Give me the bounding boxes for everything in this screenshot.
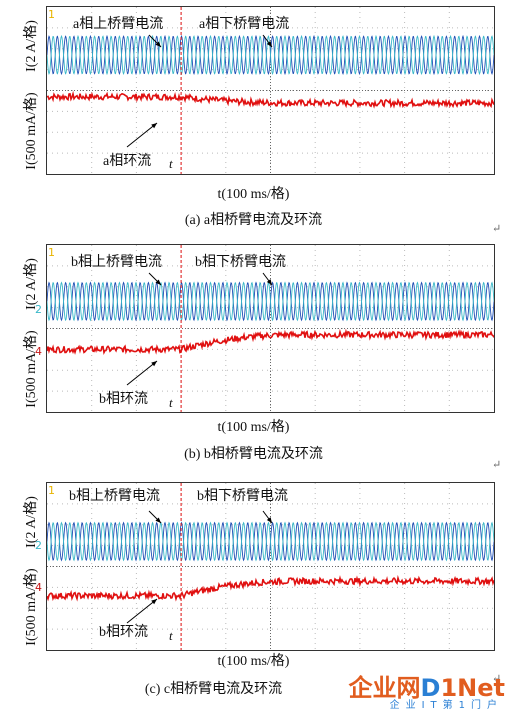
arrow-circulating (126, 122, 158, 148)
oscilloscope-plot (47, 7, 494, 174)
annotation-lower-arm: a相下桥臂电流 (199, 17, 290, 32)
figure-panel-b: I(2 A/格) I(500 mA/格) b相上桥臂电流 b相下桥臂电流 b相环… (0, 238, 507, 476)
lower-arm-current-trace (47, 281, 494, 322)
annotation-circulating: b相环流 (99, 392, 148, 407)
lower-arm-current-trace (47, 521, 494, 562)
arrow-lower-arm-head (266, 279, 272, 285)
arrow-lower-arm-head (266, 517, 272, 523)
arrow-lower-arm-head (266, 41, 272, 47)
y-axis-label: I(2 A/格) I(500 mA/格) (20, 244, 40, 411)
oscilloscope-plot (47, 245, 494, 412)
annotation-circulating: b相环流 (99, 625, 148, 640)
caption-b: (b) b相桥臂电流及环流 (184, 447, 323, 462)
annotation-lower-arm: b相下桥臂电流 (195, 255, 286, 270)
y-axis-label: I(2 A/格) I(500 mA/格) (20, 482, 40, 649)
oscilloscope-screen: b相上桥臂电流 b相下桥臂电流 b相环流 t 1 2 4 (35, 482, 495, 651)
annotation-circulating: a相环流 (103, 154, 152, 169)
arrow-upper-arm-head (155, 279, 161, 285)
channel-2-marker: 2 (35, 303, 42, 316)
watermark-logo: 企业网D1Net 企业IT第1门户 (335, 668, 505, 711)
ylabel-lower: I(500 mA/格) (24, 568, 39, 646)
x-axis-label: t(100 ms/格) (217, 187, 290, 202)
x-axis-label: t(100 ms/格) (217, 420, 290, 435)
time-marker-label: t (169, 628, 173, 643)
arrow-circulating-head (151, 123, 157, 129)
watermark-subtitle: 企业IT第1门户 (389, 700, 503, 711)
annotation-upper-arm: a相上桥臂电流 (73, 17, 164, 32)
annotation-upper-arm: b相上桥臂电流 (71, 255, 162, 270)
annotation-upper-arm: b相上桥臂电流 (69, 489, 160, 504)
ylabel-lower: I(500 mA/格) (24, 330, 39, 408)
arrow-circulating-head (151, 361, 157, 367)
return-mark: ↵ (492, 673, 502, 685)
return-mark: ↵ (492, 459, 502, 471)
y-axis-label: I(2 A/格) I(500 mA/格) (20, 6, 40, 173)
caption-c: (c) c相桥臂电流及环流 (144, 682, 283, 697)
ylabel-lower: I(500 mA/格) (24, 92, 39, 170)
arrow-circulating (126, 598, 158, 624)
arrow-circulating-head (151, 599, 157, 605)
circulating-current-trace (47, 574, 494, 602)
ylabel-upper: I(2 A/格) (24, 20, 39, 72)
x-axis-label: t(100 ms/格) (217, 654, 290, 669)
lower-arm-current-trace (47, 34, 494, 76)
annotation-lower-arm: b相下桥臂电流 (197, 489, 288, 504)
channel-1-marker: 1 (48, 246, 55, 259)
arrow-circulating (126, 360, 158, 386)
oscilloscope-screen: a相上桥臂电流 a相下桥臂电流 a相环流 t 1 (46, 6, 495, 175)
channel-1-marker: 1 (48, 8, 55, 21)
channel-2-marker: 2 (35, 539, 42, 552)
caption-a: (a) a相桥臂电流及环流 (184, 213, 323, 228)
figure-panel-c: I(2 A/格) I(500 mA/格) b相上桥臂电流 b相下桥臂电流 b相环… (0, 476, 507, 711)
oscilloscope-screen: b相上桥臂电流 b相下桥臂电流 b相环流 t 1 2 4 (35, 244, 495, 413)
watermark-text: 企业网D1Net (348, 674, 505, 702)
arrow-upper-arm-head (155, 41, 161, 47)
channel-4-marker: 4 (35, 581, 42, 594)
channel-1-marker: 1 (48, 484, 55, 497)
circulating-current-trace (47, 328, 494, 356)
circulating-current-trace (47, 90, 494, 109)
figure-panel-a: I(2 A/格) I(500 mA/格) a相上桥臂电流 a相下桥臂电流 a相环… (0, 0, 507, 238)
time-marker-label: t (169, 156, 173, 171)
oscilloscope-plot (47, 483, 494, 650)
time-marker-label: t (169, 395, 173, 410)
channel-4-marker: 4 (35, 345, 42, 358)
arrow-upper-arm-head (155, 517, 161, 523)
return-mark: ↵ (492, 223, 502, 235)
